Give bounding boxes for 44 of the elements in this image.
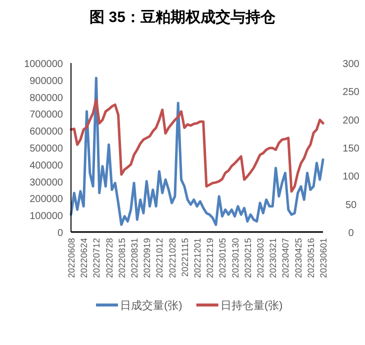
y-tick-label: 300000 <box>30 177 64 188</box>
chart-title: 图 35：豆粕期权成交与持仓 <box>90 8 276 26</box>
x-tick-label: 20221115 <box>180 238 190 277</box>
y-tick-label: 200000 <box>30 194 64 206</box>
x-tick-label: 20230303 <box>256 238 266 278</box>
x-tick-label: 20230105 <box>218 238 228 278</box>
x-tick-label: 20230601 <box>318 238 328 278</box>
x-tick-label: 20230130 <box>230 238 240 278</box>
legend-label: 日持仓量(张) <box>220 299 283 312</box>
x-tick-label: 20221012 <box>154 238 165 278</box>
x-tick-label: 20220815 <box>116 238 127 278</box>
line-series <box>70 98 324 193</box>
line-series <box>70 76 324 226</box>
y2-tick-label: 150 <box>342 144 360 154</box>
y-tick-label: 900000 <box>30 76 64 87</box>
y-tick-label: 100000 <box>30 211 64 222</box>
x-tick-label: 20220831 <box>130 238 140 278</box>
x-tick-label: 20220624 <box>79 238 90 278</box>
x-tick-label: 20230407 <box>280 238 291 278</box>
x-tick-label: 20221201 <box>192 238 202 278</box>
y-tick-label: 600000 <box>30 126 64 138</box>
x-tick-label: 20220712 <box>92 238 102 278</box>
y-tick-label: 0 <box>57 228 64 239</box>
y-tick-label: 500000 <box>30 144 64 154</box>
x-tick-label: 20230425 <box>293 238 304 278</box>
y-tick-label: 400000 <box>30 160 64 172</box>
y-tick-label: 800000 <box>30 92 64 104</box>
y2-tick-label: 200 <box>342 115 360 126</box>
x-tick-label: 20230321 <box>268 238 278 278</box>
x-tick-label: 20230516 <box>306 238 316 278</box>
x-tick-label: 20221028 <box>167 238 178 278</box>
x-tick-label: 20220728 <box>104 238 114 278</box>
x-tick-label: 20220919 <box>142 238 152 278</box>
x-tick-label: 20221219 <box>205 238 216 278</box>
y-tick-label: 1000000 <box>24 59 64 70</box>
y2-tick-label: 50 <box>345 200 357 211</box>
y2-tick-label: 300 <box>342 59 360 70</box>
y2-tick-label: 0 <box>348 228 354 239</box>
y2-tick-label: 250 <box>342 87 360 98</box>
y-tick-label: 700000 <box>30 110 64 121</box>
x-tick-label: 20230215 <box>242 238 253 278</box>
y2-tick-label: 100 <box>342 172 360 183</box>
legend-label: 日成交量(张) <box>120 299 182 312</box>
x-tick-label: 20220608 <box>66 238 76 278</box>
